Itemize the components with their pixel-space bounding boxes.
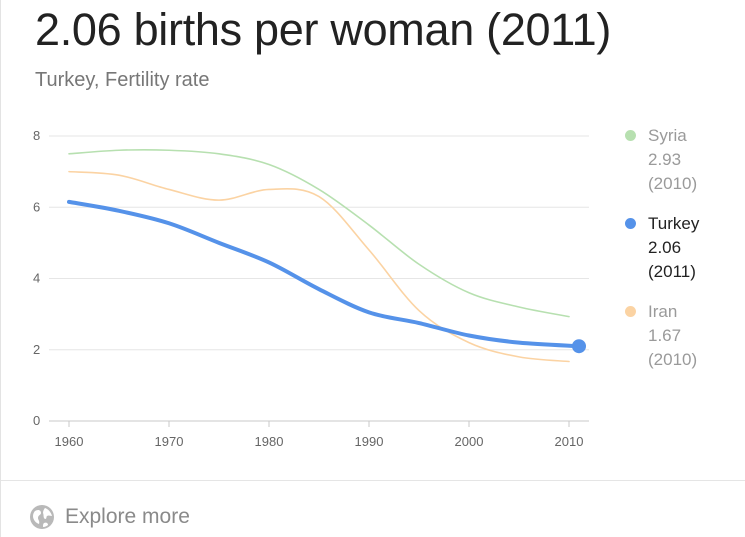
x-tick-label: 2010 [555,434,584,449]
subtitle: Turkey, Fertility rate [35,69,210,91]
legend-item-syria[interactable]: Syria 2.93 (2010) [623,124,743,196]
y-tick-label: 2 [33,342,40,357]
legend-name: Turkey [648,214,700,233]
axis-layer: 0 2 4 6 8 1960 1970 1980 1990 2000 2010 [33,128,589,449]
headline: 2.06 births per woman (2011) [35,4,612,55]
legend-legend-year: (2011) [648,262,696,281]
series-layer [67,149,586,363]
fertility-line-chart: 0 2 4 6 8 1960 1970 1980 1990 2000 2010 [33,128,589,449]
legend-legend-value: 2.93 [648,150,682,169]
x-tick-label: 1970 [155,434,184,449]
legend: Syria 2.93 (2010) Turkey 2.06 (2011) Iran 1.67 (… [623,124,743,388]
y-tick-label: 4 [33,271,40,286]
legend-dot [625,130,636,141]
series-line-iran [68,170,570,363]
legend-item-iran[interactable]: Iran 1.67 (2010) [623,300,743,372]
globe-icon [30,505,54,529]
legend-legend-year: (2010) [648,174,698,193]
grid-layer [49,135,589,351]
legend-legend-year: (2010) [648,350,698,369]
x-tick-label: 1990 [355,434,384,449]
legend-dot [625,306,636,317]
series-endpoint-turkey [572,339,586,354]
y-tick-label: 8 [33,128,40,143]
y-tick-label: 6 [33,199,40,214]
series-line-turkey [67,199,581,349]
x-tick-label: 1960 [55,434,84,449]
footer-divider [1,480,745,481]
legend-name: Syria [648,126,687,145]
legend-name: Iran [648,302,678,321]
legend-dot [625,218,636,229]
legend-legend-value: 2.06 [648,238,682,257]
legend-item-turkey[interactable]: Turkey 2.06 (2011) [623,212,743,284]
x-tick-label: 1980 [255,434,284,449]
legend-legend-value: 1.67 [648,326,682,345]
explore-more-link[interactable]: Explore more [29,502,190,532]
y-tick-label: 0 [33,413,40,428]
series-line-syria [68,149,570,318]
explore-more-label[interactable]: Explore more [65,505,190,528]
x-tick-label: 2000 [455,434,484,449]
